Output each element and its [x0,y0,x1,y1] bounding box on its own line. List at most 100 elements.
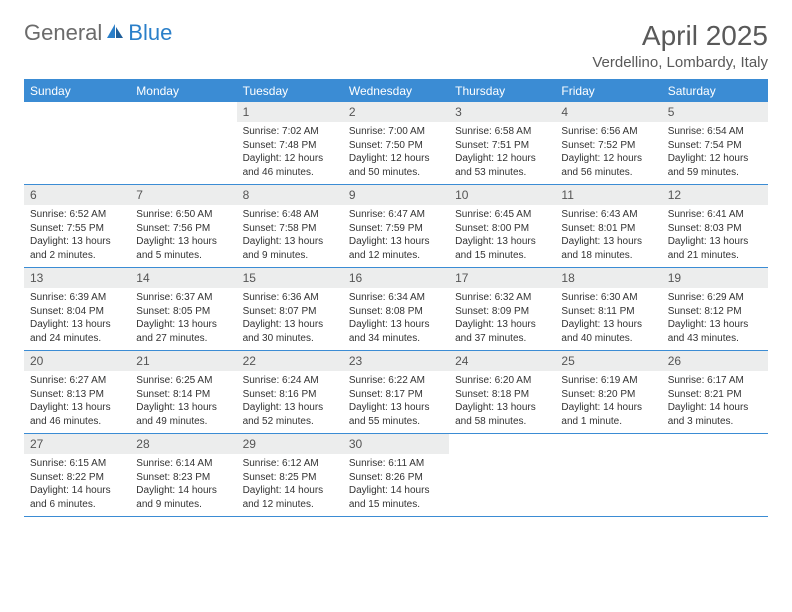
day-details: Sunrise: 7:00 AMSunset: 7:50 PMDaylight:… [343,122,449,184]
day-cell: 26Sunrise: 6:17 AMSunset: 8:21 PMDayligh… [662,351,768,433]
day-number: 1 [237,102,343,122]
sunset-text: Sunset: 7:48 PM [243,139,337,153]
day-cell: 30Sunrise: 6:11 AMSunset: 8:26 PMDayligh… [343,434,449,516]
day-number: 6 [24,185,130,205]
day-number: 28 [130,434,236,454]
sunset-text: Sunset: 8:11 PM [561,305,655,319]
location-subtitle: Verdellino, Lombardy, Italy [592,54,768,71]
day-cell: 4Sunrise: 6:56 AMSunset: 7:52 PMDaylight… [555,102,661,184]
day-details: Sunrise: 6:14 AMSunset: 8:23 PMDaylight:… [130,454,236,516]
day-cell: 3Sunrise: 6:58 AMSunset: 7:51 PMDaylight… [449,102,555,184]
sunrise-text: Sunrise: 6:11 AM [349,457,443,471]
sunrise-text: Sunrise: 6:45 AM [455,208,549,222]
sunrise-text: Sunrise: 6:41 AM [668,208,762,222]
daylight-text: Daylight: 13 hours and 43 minutes. [668,318,762,345]
day-details: Sunrise: 6:27 AMSunset: 8:13 PMDaylight:… [24,371,130,433]
sunrise-text: Sunrise: 6:15 AM [30,457,124,471]
day-number: 21 [130,351,236,371]
sunset-text: Sunset: 7:55 PM [30,222,124,236]
logo-text-part1: General [24,20,102,46]
daylight-text: Daylight: 13 hours and 49 minutes. [136,401,230,428]
day-cell: 17Sunrise: 6:32 AMSunset: 8:09 PMDayligh… [449,268,555,350]
day-cell: 8Sunrise: 6:48 AMSunset: 7:58 PMDaylight… [237,185,343,267]
daylight-text: Daylight: 14 hours and 12 minutes. [243,484,337,511]
day-cell: 5Sunrise: 6:54 AMSunset: 7:54 PMDaylight… [662,102,768,184]
sunrise-text: Sunrise: 7:02 AM [243,125,337,139]
day-details: Sunrise: 6:15 AMSunset: 8:22 PMDaylight:… [24,454,130,516]
sunset-text: Sunset: 8:13 PM [30,388,124,402]
day-details: Sunrise: 6:47 AMSunset: 7:59 PMDaylight:… [343,205,449,267]
sunset-text: Sunset: 8:07 PM [243,305,337,319]
day-cell: 22Sunrise: 6:24 AMSunset: 8:16 PMDayligh… [237,351,343,433]
day-number: 20 [24,351,130,371]
day-cell: 11Sunrise: 6:43 AMSunset: 8:01 PMDayligh… [555,185,661,267]
day-details: Sunrise: 6:50 AMSunset: 7:56 PMDaylight:… [130,205,236,267]
day-number: 24 [449,351,555,371]
day-cell: 20Sunrise: 6:27 AMSunset: 8:13 PMDayligh… [24,351,130,433]
daylight-text: Daylight: 12 hours and 53 minutes. [455,152,549,179]
day-details: Sunrise: 6:34 AMSunset: 8:08 PMDaylight:… [343,288,449,350]
sunrise-text: Sunrise: 7:00 AM [349,125,443,139]
day-number: 22 [237,351,343,371]
day-number: 4 [555,102,661,122]
daylight-text: Daylight: 12 hours and 56 minutes. [561,152,655,179]
day-cell: 15Sunrise: 6:36 AMSunset: 8:07 PMDayligh… [237,268,343,350]
sunset-text: Sunset: 8:12 PM [668,305,762,319]
day-number [130,102,236,108]
sunset-text: Sunset: 7:59 PM [349,222,443,236]
sunset-text: Sunset: 8:03 PM [668,222,762,236]
day-cell: 25Sunrise: 6:19 AMSunset: 8:20 PMDayligh… [555,351,661,433]
day-cell: 16Sunrise: 6:34 AMSunset: 8:08 PMDayligh… [343,268,449,350]
sunrise-text: Sunrise: 6:58 AM [455,125,549,139]
day-cell: 13Sunrise: 6:39 AMSunset: 8:04 PMDayligh… [24,268,130,350]
weekday-header: Sunday [24,80,130,102]
sunset-text: Sunset: 8:26 PM [349,471,443,485]
sunset-text: Sunset: 7:54 PM [668,139,762,153]
day-number: 14 [130,268,236,288]
sunrise-text: Sunrise: 6:52 AM [30,208,124,222]
sail-icon [105,22,125,45]
day-details: Sunrise: 6:24 AMSunset: 8:16 PMDaylight:… [237,371,343,433]
sunset-text: Sunset: 7:52 PM [561,139,655,153]
weeks-container: 1Sunrise: 7:02 AMSunset: 7:48 PMDaylight… [24,102,768,517]
day-number: 16 [343,268,449,288]
daylight-text: Daylight: 13 hours and 24 minutes. [30,318,124,345]
sunrise-text: Sunrise: 6:27 AM [30,374,124,388]
day-number: 25 [555,351,661,371]
day-number: 18 [555,268,661,288]
sunrise-text: Sunrise: 6:12 AM [243,457,337,471]
day-details: Sunrise: 6:37 AMSunset: 8:05 PMDaylight:… [130,288,236,350]
day-cell: 14Sunrise: 6:37 AMSunset: 8:05 PMDayligh… [130,268,236,350]
daylight-text: Daylight: 13 hours and 12 minutes. [349,235,443,262]
day-details: Sunrise: 6:52 AMSunset: 7:55 PMDaylight:… [24,205,130,267]
day-details: Sunrise: 7:02 AMSunset: 7:48 PMDaylight:… [237,122,343,184]
day-cell [130,102,236,184]
day-details: Sunrise: 6:41 AMSunset: 8:03 PMDaylight:… [662,205,768,267]
day-number [24,102,130,108]
day-details: Sunrise: 6:36 AMSunset: 8:07 PMDaylight:… [237,288,343,350]
day-details: Sunrise: 6:45 AMSunset: 8:00 PMDaylight:… [449,205,555,267]
sunset-text: Sunset: 8:01 PM [561,222,655,236]
daylight-text: Daylight: 14 hours and 3 minutes. [668,401,762,428]
sunset-text: Sunset: 8:09 PM [455,305,549,319]
daylight-text: Daylight: 13 hours and 52 minutes. [243,401,337,428]
sunset-text: Sunset: 8:00 PM [455,222,549,236]
sunrise-text: Sunrise: 6:25 AM [136,374,230,388]
sunrise-text: Sunrise: 6:19 AM [561,374,655,388]
day-number: 23 [343,351,449,371]
day-number: 26 [662,351,768,371]
day-cell: 24Sunrise: 6:20 AMSunset: 8:18 PMDayligh… [449,351,555,433]
day-cell: 2Sunrise: 7:00 AMSunset: 7:50 PMDaylight… [343,102,449,184]
day-number [555,434,661,440]
sunrise-text: Sunrise: 6:20 AM [455,374,549,388]
day-cell: 29Sunrise: 6:12 AMSunset: 8:25 PMDayligh… [237,434,343,516]
sunset-text: Sunset: 7:56 PM [136,222,230,236]
day-cell [555,434,661,516]
day-cell: 9Sunrise: 6:47 AMSunset: 7:59 PMDaylight… [343,185,449,267]
logo-text-part2: Blue [128,20,172,46]
day-number: 13 [24,268,130,288]
week-row: 27Sunrise: 6:15 AMSunset: 8:22 PMDayligh… [24,434,768,517]
day-cell [662,434,768,516]
day-number [662,434,768,440]
daylight-text: Daylight: 13 hours and 18 minutes. [561,235,655,262]
